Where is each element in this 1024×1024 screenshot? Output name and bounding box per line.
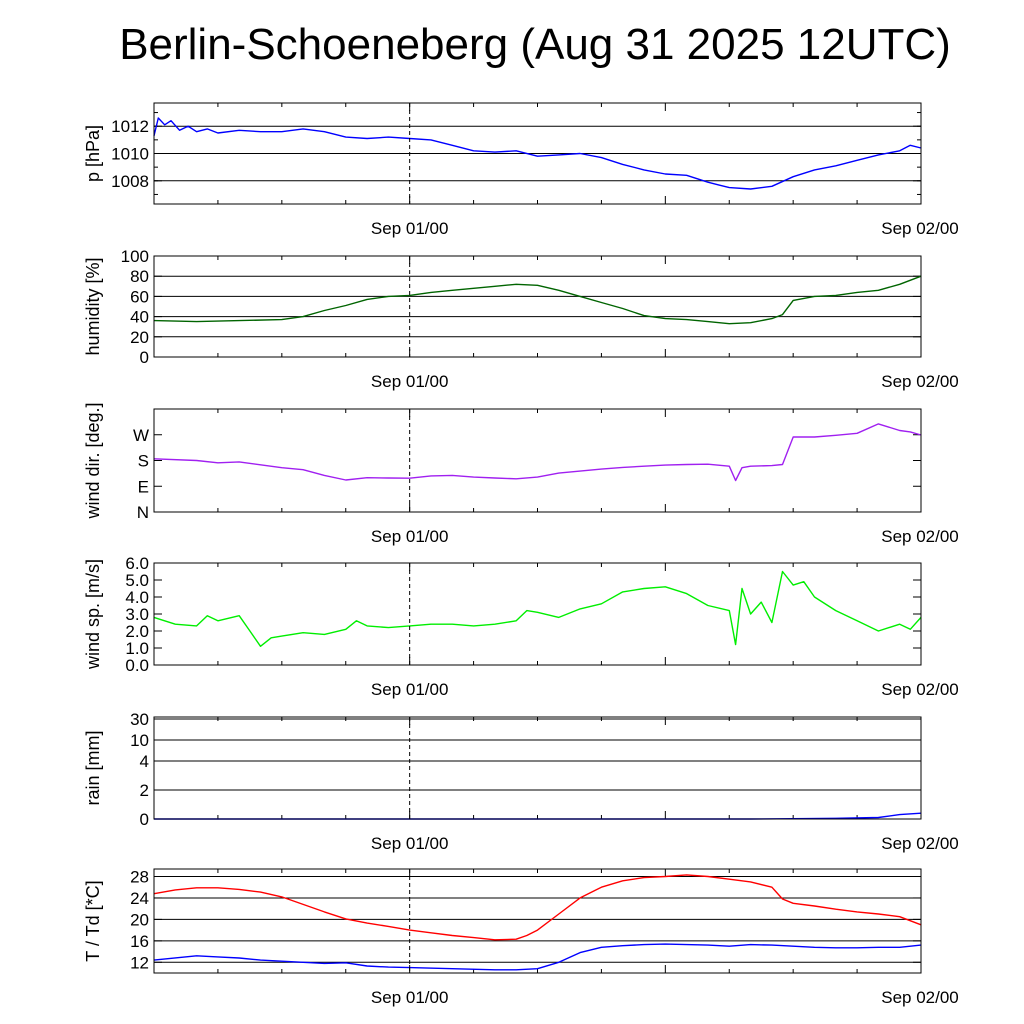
y-tick-label: 1008 xyxy=(111,172,149,191)
y-tick-label: 2.0 xyxy=(125,622,149,641)
y-axis-label: humidity [%] xyxy=(83,257,103,355)
plot-frame xyxy=(153,716,922,820)
y-tick-label: 100 xyxy=(121,247,149,266)
y-tick-label: 20 xyxy=(130,910,149,929)
y-tick-label: 1012 xyxy=(111,117,149,136)
y-tick-label: 1.0 xyxy=(125,639,149,658)
series-line-wind_direction xyxy=(153,423,922,482)
panel-wind-speed: 0.01.02.03.04.05.06.0 Sep 01/00 Sep 02/00 w… xyxy=(83,554,959,699)
y-tick-label: 28 xyxy=(130,868,149,887)
series-line-temperature xyxy=(153,874,922,941)
y-tick-label: 6.0 xyxy=(125,554,149,573)
y-tick-label: 4 xyxy=(140,752,149,771)
x-tick-label: Sep 01/00 xyxy=(371,527,449,546)
panel-pressure: 1008 1010 1012 Sep 01/00 Sep 02/00 p [hPa] xyxy=(83,102,959,238)
y-tick-label: 5.0 xyxy=(125,571,149,590)
y-tick-label: 30 xyxy=(130,710,149,729)
y-tick-label: 0 xyxy=(140,810,149,829)
panel-rain: 0 2 4 10 30 Sep 01/00 Sep 02/00 rain [mm] xyxy=(83,710,959,853)
x-tick-label: Sep 01/00 xyxy=(371,680,449,699)
y-tick-label: W xyxy=(133,426,149,445)
y-tick-label: 12 xyxy=(130,953,149,972)
y-axis-label: rain [mm] xyxy=(83,730,103,805)
y-axis-label: wind sp. [m/s] xyxy=(83,559,103,670)
y-tick-label: 60 xyxy=(130,287,149,306)
y-tick-label: 10 xyxy=(130,731,149,750)
x-tick-label: Sep 01/00 xyxy=(371,219,449,238)
x-tick-label: Sep 02/00 xyxy=(881,680,959,699)
y-tick-label: 80 xyxy=(130,267,149,286)
x-tick-label: Sep 02/00 xyxy=(881,834,959,853)
y-axis-label: T / Td [*C] xyxy=(83,880,103,961)
y-tick-label: E xyxy=(138,477,149,496)
y-tick-label: 4.0 xyxy=(125,588,149,607)
y-tick-label: 24 xyxy=(130,889,149,908)
x-tick-label: Sep 02/00 xyxy=(881,988,959,1007)
y-tick-label: 16 xyxy=(130,932,149,951)
panel-temperature: 12 16 20 24 28 Sep 01/00 Sep 02/00 T / Td [*C] xyxy=(83,868,959,1007)
y-tick-label: N xyxy=(137,503,149,522)
y-tick-label: 2 xyxy=(140,781,149,800)
y-axis-label: p [hPa] xyxy=(83,125,103,182)
plot-frame xyxy=(153,102,922,205)
x-tick-label: Sep 02/00 xyxy=(881,219,959,238)
y-tick-label: 0.0 xyxy=(125,656,149,675)
x-tick-label: Sep 01/00 xyxy=(371,372,449,391)
y-tick-label: 0 xyxy=(140,348,149,367)
series-line-dewpoint xyxy=(153,943,922,971)
plot-frame xyxy=(153,562,922,666)
y-tick-label: 3.0 xyxy=(125,605,149,624)
y-tick-label: 20 xyxy=(130,328,149,347)
series-line-humidity xyxy=(153,275,922,325)
y-tick-label: S xyxy=(138,452,149,471)
y-axis-label: wind dir. [deg.] xyxy=(83,402,103,519)
x-tick-label: Sep 01/00 xyxy=(371,834,449,853)
series-line-wind_speed xyxy=(153,570,922,647)
y-tick-label: 40 xyxy=(130,308,149,327)
page-title: Berlin-Schoeneberg (Aug 31 2025 12UTC) xyxy=(119,20,951,69)
plot-frame xyxy=(153,255,922,358)
series-line-pressure xyxy=(153,117,922,190)
plot-frame xyxy=(153,868,922,974)
x-tick-label: Sep 02/00 xyxy=(881,527,959,546)
x-tick-label: Sep 02/00 xyxy=(881,372,959,391)
x-tick-label: Sep 01/00 xyxy=(371,988,449,1007)
y-tick-label: 1010 xyxy=(111,145,149,164)
plot-frame xyxy=(153,408,922,513)
